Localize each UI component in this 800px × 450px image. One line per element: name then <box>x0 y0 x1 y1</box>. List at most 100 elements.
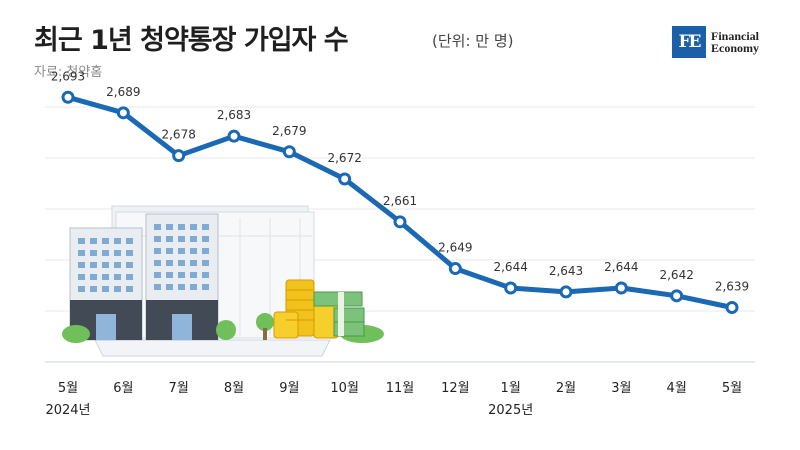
window <box>102 274 109 280</box>
x-tick-label: 3월 <box>611 381 631 396</box>
year-label: 2024년 <box>45 403 90 418</box>
data-label: 2,642 <box>659 268 693 282</box>
window <box>178 248 185 254</box>
window <box>102 262 109 268</box>
window <box>102 250 109 256</box>
window <box>114 286 121 292</box>
x-tick-label: 1월 <box>501 381 521 396</box>
x-tick-label: 12월 <box>441 381 470 396</box>
data-point <box>338 172 352 186</box>
x-tick-label: 8월 <box>224 381 244 396</box>
window <box>190 248 197 254</box>
window <box>90 262 97 268</box>
window <box>190 272 197 278</box>
data-label: 2,679 <box>272 124 306 138</box>
window <box>202 236 209 242</box>
data-labels: 2,693 2,689 2,678 2,683 2,679 2,672 2,661 2,649… <box>51 69 749 293</box>
window <box>154 284 161 290</box>
year-label: 2025년 <box>488 403 533 418</box>
window <box>154 224 161 230</box>
window <box>78 238 85 244</box>
data-point <box>282 145 296 159</box>
x-tick-label: 6월 <box>113 381 133 396</box>
window <box>166 284 173 290</box>
data-label: 2,649 <box>438 241 472 255</box>
window <box>114 238 121 244</box>
window <box>90 238 97 244</box>
window <box>202 272 209 278</box>
data-point <box>61 90 75 104</box>
window <box>90 274 97 280</box>
window <box>202 248 209 254</box>
window <box>78 286 85 292</box>
data-label: 2,644 <box>604 260 638 274</box>
window <box>190 260 197 266</box>
window <box>178 284 185 290</box>
window <box>178 260 185 266</box>
window <box>190 284 197 290</box>
window <box>178 236 185 242</box>
window <box>90 286 97 292</box>
cash-bundle-icon <box>313 291 365 337</box>
coin-stacks-icon <box>273 279 339 339</box>
data-point <box>559 285 573 299</box>
window <box>202 284 209 290</box>
window <box>154 260 161 266</box>
chart-title: 최근 1년 청약통장 가입자 수 <box>34 25 349 56</box>
data-label: 2,639 <box>715 279 749 293</box>
data-point <box>670 289 684 303</box>
window <box>202 224 209 230</box>
logo-line1: Financial <box>711 29 760 43</box>
window <box>78 262 85 268</box>
apartment-illustration <box>62 205 384 357</box>
window <box>166 236 173 242</box>
window <box>114 250 121 256</box>
window <box>166 260 173 266</box>
data-label: 2,672 <box>327 151 361 165</box>
x-tick-label: 5월 <box>58 381 78 396</box>
x-axis-labels: 5월 6월 7월 8월 9월 10월 11월 12월 1월 2월 3월 4월 5월 <box>58 381 742 396</box>
window <box>166 248 173 254</box>
year-labels: 2024년 2025년 <box>45 403 533 418</box>
data-point <box>614 281 628 295</box>
x-tick-label: 9월 <box>279 381 299 396</box>
window <box>102 238 109 244</box>
data-point <box>725 300 739 314</box>
window <box>126 238 133 244</box>
logo-mark-icon: FE <box>672 26 706 58</box>
window <box>102 286 109 292</box>
unit-label: (단위: 만 명) <box>432 32 514 50</box>
source-label: 자료: 청약홈 <box>34 65 103 80</box>
data-points <box>61 90 739 314</box>
data-point <box>116 106 130 120</box>
data-label: 2,683 <box>217 108 251 122</box>
window <box>166 272 173 278</box>
data-label: 2,661 <box>383 194 417 208</box>
window <box>126 262 133 268</box>
data-point <box>393 215 407 229</box>
window <box>178 272 185 278</box>
x-tick-label: 5월 <box>722 381 742 396</box>
x-tick-label: 4월 <box>667 381 687 396</box>
data-label: 2,689 <box>106 85 140 99</box>
x-tick-label: 10월 <box>330 381 359 396</box>
data-label: 2,693 <box>51 69 85 83</box>
data-label: 2,643 <box>549 264 583 278</box>
building-windows <box>78 224 209 292</box>
window <box>114 262 121 268</box>
data-label: 2,644 <box>493 260 527 274</box>
window <box>190 224 197 230</box>
window <box>154 272 161 278</box>
window <box>154 248 161 254</box>
brand-logo: FE Financial Economy <box>672 26 759 58</box>
window <box>78 250 85 256</box>
data-point <box>172 149 186 163</box>
window <box>126 250 133 256</box>
window <box>202 260 209 266</box>
data-label: 2,678 <box>161 128 195 142</box>
window <box>114 274 121 280</box>
window <box>126 274 133 280</box>
data-point <box>227 129 241 143</box>
